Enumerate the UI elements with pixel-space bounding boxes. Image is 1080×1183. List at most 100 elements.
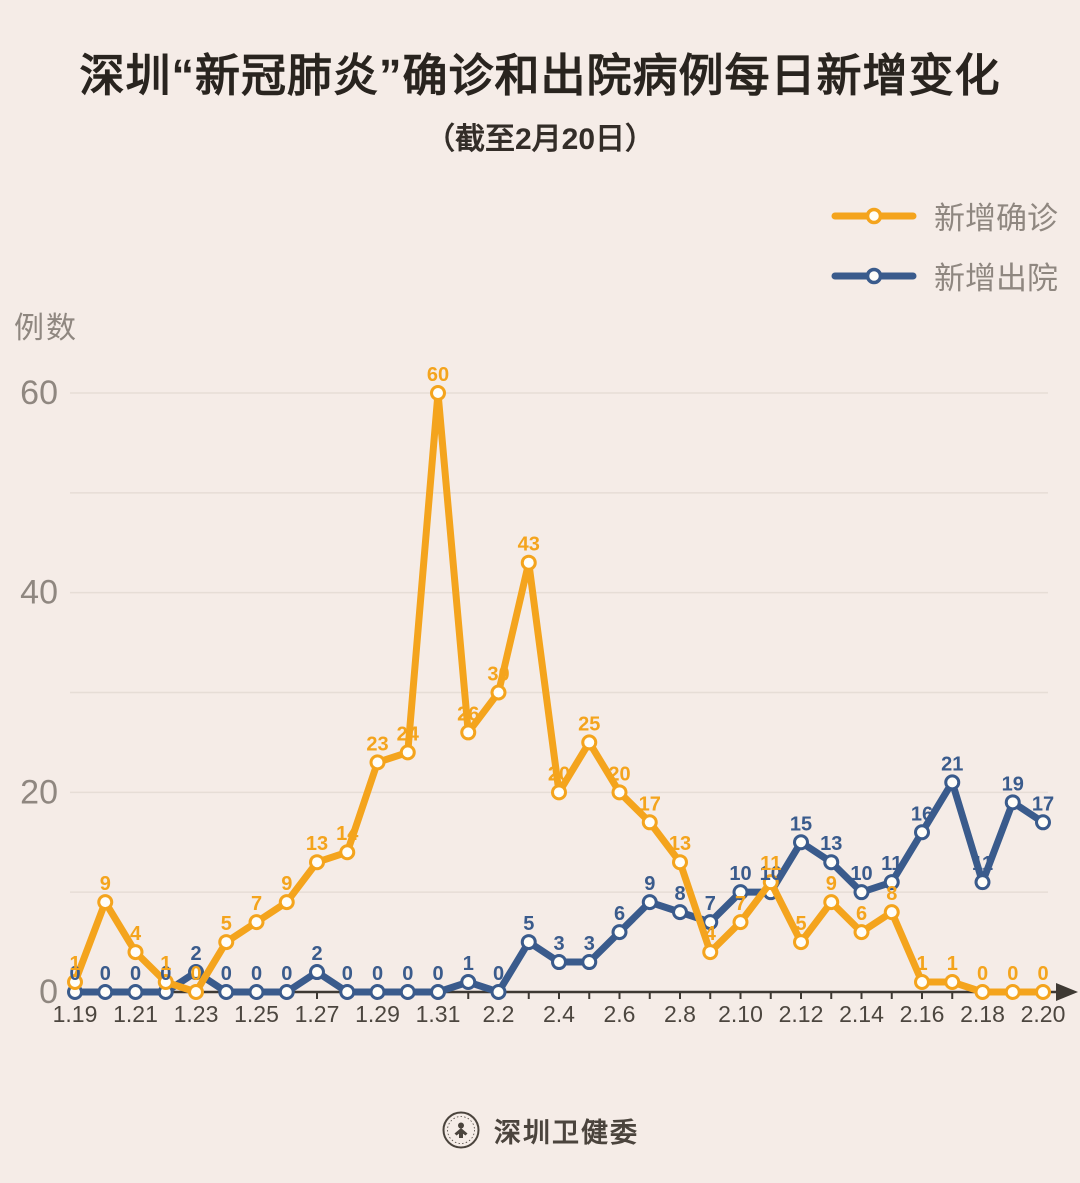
svg-text:24: 24: [397, 723, 420, 745]
svg-text:1.23: 1.23: [174, 1001, 219, 1027]
svg-text:1: 1: [463, 953, 474, 975]
svg-text:0: 0: [130, 963, 141, 985]
chart-title: 深圳“新冠肺炎”确诊和出院病例每日新增变化: [79, 50, 1001, 101]
svg-text:0: 0: [190, 963, 201, 985]
svg-text:43: 43: [518, 534, 540, 556]
svg-text:16: 16: [911, 803, 933, 825]
svg-text:10: 10: [729, 863, 751, 885]
legend-label-confirmed: 新增确诊: [934, 201, 1058, 236]
svg-text:2.8: 2.8: [664, 1001, 696, 1027]
svg-text:0: 0: [160, 963, 171, 985]
svg-text:1: 1: [947, 953, 958, 975]
svg-text:3: 3: [553, 933, 564, 955]
legend-label-discharged: 新增出院: [934, 261, 1058, 296]
svg-text:5: 5: [523, 913, 534, 935]
svg-text:1.19: 1.19: [53, 1001, 98, 1027]
svg-text:19: 19: [1002, 773, 1024, 795]
svg-text:7: 7: [705, 893, 716, 915]
svg-text:2.4: 2.4: [543, 1001, 575, 1027]
source-name: 深圳卫健委: [494, 1117, 639, 1148]
svg-text:26: 26: [457, 703, 479, 725]
svg-text:7: 7: [735, 893, 746, 915]
series-discharged: [67, 774, 1051, 1000]
svg-text:6: 6: [614, 903, 625, 925]
svg-text:60: 60: [427, 364, 449, 386]
source-footer: 深圳卫健委: [0, 1110, 1080, 1150]
legend-swatch-confirmed-icon: [831, 207, 917, 224]
svg-text:15: 15: [790, 813, 812, 835]
svg-text:13: 13: [306, 833, 328, 855]
svg-text:0: 0: [251, 963, 262, 985]
svg-text:9: 9: [100, 873, 111, 895]
svg-text:11: 11: [881, 853, 902, 875]
svg-text:0: 0: [342, 963, 353, 985]
svg-text:0: 0: [281, 963, 292, 985]
svg-text:1.25: 1.25: [234, 1001, 279, 1027]
svg-text:8: 8: [886, 883, 897, 905]
gridlines: [70, 392, 1048, 893]
svg-text:4: 4: [130, 923, 142, 945]
svg-text:20: 20: [548, 763, 570, 785]
svg-text:0: 0: [1007, 963, 1018, 985]
svg-text:1: 1: [160, 953, 171, 975]
legend-item-confirmed: 新增确诊: [830, 193, 1058, 238]
svg-text:1.29: 1.29: [355, 1001, 400, 1027]
svg-text:6: 6: [856, 903, 867, 925]
svg-text:2.6: 2.6: [604, 1001, 636, 1027]
svg-text:1.27: 1.27: [295, 1001, 340, 1027]
svg-text:0: 0: [69, 963, 80, 985]
svg-text:11: 11: [972, 853, 993, 875]
svg-text:0: 0: [39, 973, 58, 1011]
series-confirmed: [67, 385, 1051, 1000]
svg-text:10: 10: [850, 863, 872, 885]
svg-text:2.20: 2.20: [1021, 1001, 1066, 1027]
svg-text:0: 0: [1037, 963, 1048, 985]
svg-text:0: 0: [402, 963, 413, 985]
svg-text:2.10: 2.10: [718, 1001, 763, 1027]
svg-text:10: 10: [760, 863, 782, 885]
svg-text:1: 1: [69, 953, 80, 975]
svg-text:0: 0: [432, 963, 443, 985]
svg-text:5: 5: [795, 913, 806, 935]
svg-text:30: 30: [487, 664, 509, 686]
svg-text:14: 14: [336, 823, 359, 845]
svg-text:5: 5: [221, 913, 232, 935]
svg-text:0: 0: [977, 963, 988, 985]
svg-text:13: 13: [669, 833, 691, 855]
legend-item-discharged: 新增出院: [830, 253, 1058, 298]
svg-text:2.18: 2.18: [960, 1001, 1005, 1027]
svg-text:7: 7: [251, 893, 262, 915]
svg-text:11: 11: [760, 853, 781, 875]
svg-text:1.31: 1.31: [416, 1001, 461, 1027]
svg-text:20: 20: [20, 773, 58, 811]
svg-text:0: 0: [372, 963, 383, 985]
svg-text:2: 2: [190, 943, 201, 965]
svg-text:9: 9: [281, 873, 292, 895]
svg-text:0: 0: [100, 963, 111, 985]
svg-text:8: 8: [674, 883, 685, 905]
svg-text:17: 17: [1032, 793, 1054, 815]
svg-text:21: 21: [941, 753, 963, 775]
y-axis-ticks: 0 20 40 60: [20, 374, 58, 1011]
svg-text:0: 0: [221, 963, 232, 985]
svg-text:23: 23: [366, 733, 388, 755]
svg-text:13: 13: [820, 833, 842, 855]
svg-text:20: 20: [608, 763, 630, 785]
svg-text:25: 25: [578, 713, 600, 735]
svg-text:4: 4: [705, 923, 717, 945]
svg-text:40: 40: [20, 574, 58, 612]
svg-text:9: 9: [644, 873, 655, 895]
svg-text:17: 17: [639, 793, 661, 815]
svg-text:2.12: 2.12: [779, 1001, 824, 1027]
svg-text:60: 60: [20, 374, 58, 412]
chart-subtitle: （截至2月20日）: [424, 123, 656, 156]
svg-text:2.16: 2.16: [900, 1001, 945, 1027]
svg-text:2: 2: [311, 943, 322, 965]
y-axis-title: 例数: [14, 312, 78, 345]
svg-text:2.14: 2.14: [839, 1001, 884, 1027]
svg-text:1: 1: [916, 953, 927, 975]
svg-text:2.2: 2.2: [483, 1001, 515, 1027]
